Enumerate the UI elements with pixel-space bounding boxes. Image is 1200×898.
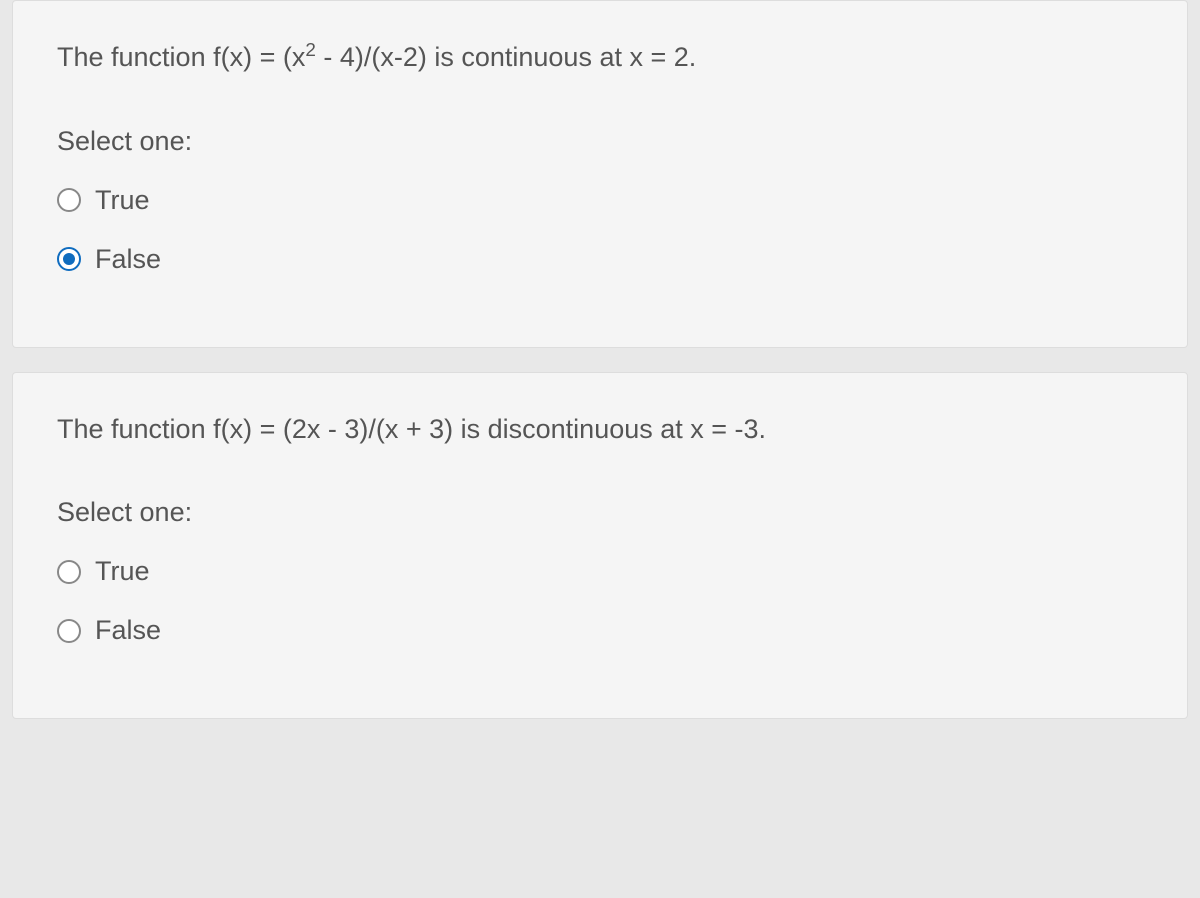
option-row-false[interactable]: False (57, 615, 1143, 646)
question-text-sup: 2 (305, 40, 316, 61)
select-one-label: Select one: (57, 126, 1143, 157)
question-card-1: The function f(x) = (x2 - 4)/(x-2) is co… (12, 0, 1188, 348)
question-text-pre: The function f(x) = (2x - 3)/(x + 3) is … (57, 414, 766, 444)
question-text-post: - 4)/(x-2) is continuous at x = 2. (316, 42, 696, 72)
option-row-true[interactable]: True (57, 556, 1143, 587)
question-text: The function f(x) = (2x - 3)/(x + 3) is … (57, 409, 1143, 450)
option-label-false: False (95, 244, 161, 275)
radio-false-icon[interactable] (57, 247, 81, 271)
radio-true-icon[interactable] (57, 560, 81, 584)
radio-false-icon[interactable] (57, 619, 81, 643)
option-label-false: False (95, 615, 161, 646)
option-label-true: True (95, 556, 150, 587)
question-card-2: The function f(x) = (2x - 3)/(x + 3) is … (12, 372, 1188, 720)
select-one-label: Select one: (57, 497, 1143, 528)
radio-true-icon[interactable] (57, 188, 81, 212)
option-row-true[interactable]: True (57, 185, 1143, 216)
radio-dot-icon (63, 253, 75, 265)
question-text-pre: The function f(x) = (x (57, 42, 305, 72)
option-label-true: True (95, 185, 150, 216)
option-row-false[interactable]: False (57, 244, 1143, 275)
question-text: The function f(x) = (x2 - 4)/(x-2) is co… (57, 37, 1143, 78)
